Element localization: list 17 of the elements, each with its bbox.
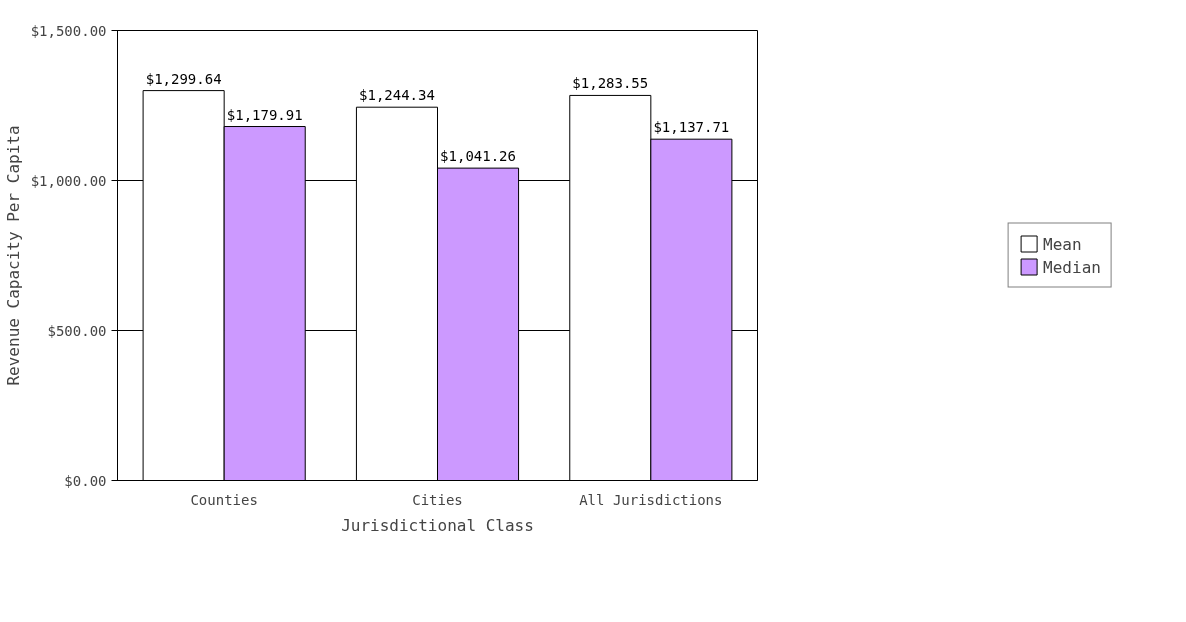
y-tick-label: $500.00 <box>47 322 107 339</box>
legend-label: Mean <box>1043 234 1082 253</box>
x-axis-title: Jurisdictional Class <box>341 515 534 535</box>
legend-label: Median <box>1043 257 1101 276</box>
x-tick-label: Counties <box>190 491 258 508</box>
x-tick-label: All Jurisdictions <box>579 491 723 508</box>
data-label: $1,283.55 <box>572 75 649 92</box>
data-label: $1,137.71 <box>653 119 730 136</box>
y-tick-label: $1,500.00 <box>30 22 107 39</box>
y-tick-label: $1,000.00 <box>30 172 107 189</box>
data-label: $1,041.26 <box>440 148 516 165</box>
y-tick-label: $0.00 <box>64 472 107 489</box>
y-axis-title: Revenue Capacity Per Capita <box>3 125 23 386</box>
data-label: $1,244.34 <box>359 87 435 104</box>
data-label: $1,179.91 <box>226 106 303 123</box>
data-label: $1,299.64 <box>145 70 222 87</box>
x-tick-label: Cities <box>412 491 463 508</box>
